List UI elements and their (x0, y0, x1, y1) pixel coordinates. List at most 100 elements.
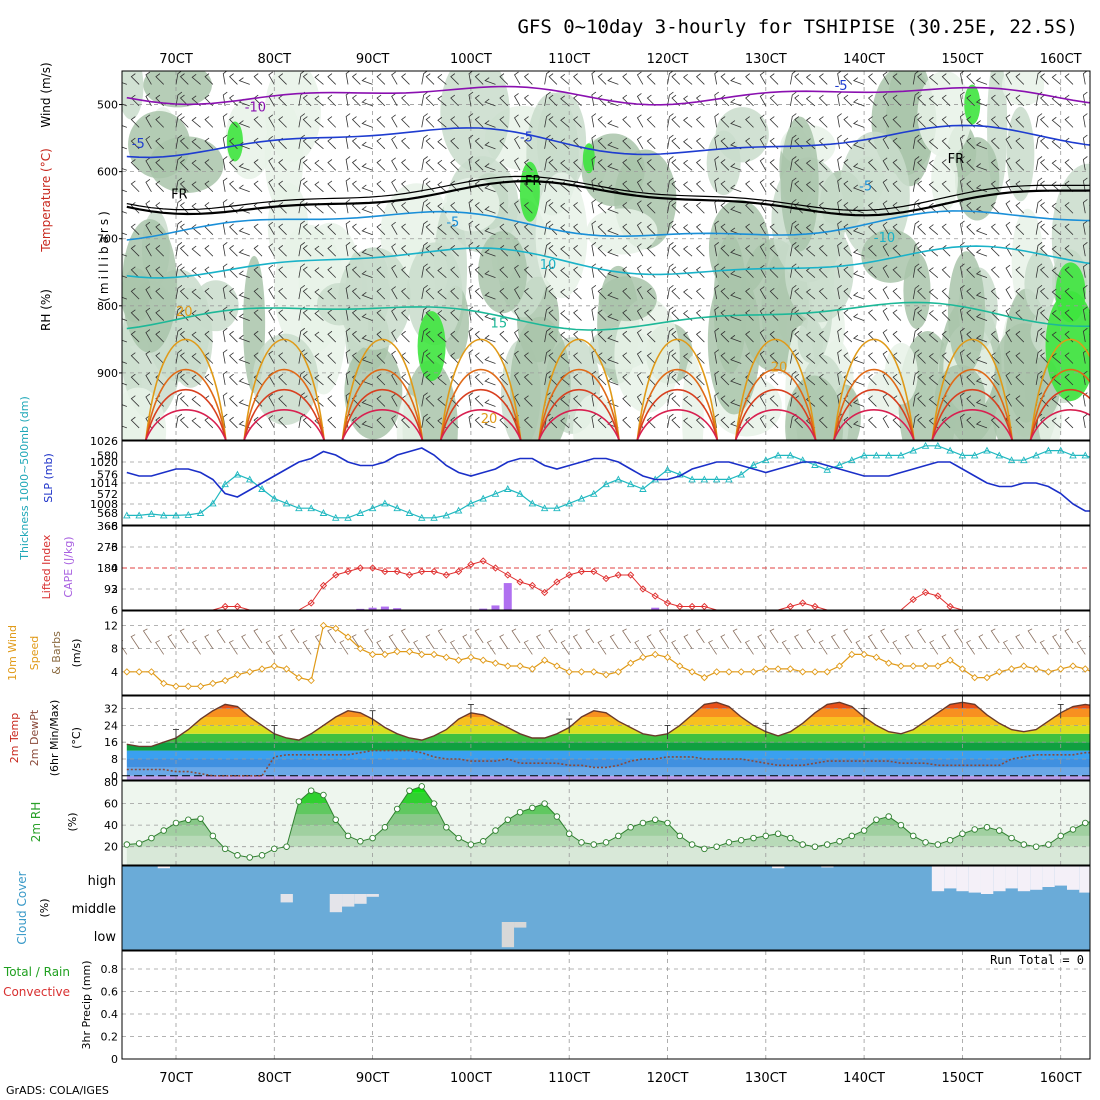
wind-barb (253, 266, 263, 278)
wind-barb (560, 73, 570, 85)
wind-barb (361, 163, 373, 171)
wind-barb (484, 163, 496, 171)
isotherm-25 (145, 368, 227, 440)
thickness-point (540, 504, 549, 512)
isotherm-20 (341, 338, 424, 440)
wind-barb (789, 113, 797, 128)
wind-barb (573, 287, 582, 300)
wind-barb (1040, 416, 1049, 429)
wind-barb (298, 242, 306, 257)
wind-barb (345, 370, 351, 386)
wind-barb (882, 307, 890, 321)
thickness-point (1095, 457, 1100, 463)
wind-barb (179, 116, 189, 128)
wind-barb (421, 199, 428, 214)
wind-barb (695, 287, 705, 300)
thickness-point (282, 499, 291, 507)
wind-barb (646, 287, 656, 300)
wind-barb (794, 287, 803, 300)
wind-barb (191, 159, 201, 171)
wind-barb (298, 263, 306, 278)
wind-barb (345, 284, 351, 300)
wind10m-barb (646, 634, 656, 649)
precip-ylabel-3: 3hr Precip (mm) (80, 960, 93, 1049)
wind-barb (837, 91, 842, 106)
thickness-point (897, 451, 905, 459)
wind-barb (695, 202, 705, 214)
cloud-cell (931, 866, 945, 892)
wind-barb (837, 71, 842, 85)
rh-shade (934, 364, 986, 432)
wind-barb (345, 349, 351, 364)
wind-barb (175, 134, 183, 149)
wind-barb (966, 395, 975, 407)
wind-barb (1089, 376, 1090, 378)
wind-barb (425, 373, 435, 386)
wind-barb (759, 114, 767, 128)
wind-barb (122, 232, 127, 236)
wind-barb (484, 227, 496, 236)
wind-barb (607, 120, 619, 128)
wind-barb (1040, 73, 1049, 85)
wind-barb (175, 284, 183, 300)
rh-shade (797, 317, 824, 363)
thickness-point (221, 480, 229, 488)
wind-barb (636, 93, 644, 107)
wind-barb (1005, 200, 1012, 214)
wind-barb (912, 71, 920, 85)
rh2m-point (135, 840, 143, 847)
wind-barb (1040, 116, 1049, 128)
li-ytick: -6 (107, 520, 118, 533)
li-point (799, 599, 807, 607)
rh2m-point (737, 836, 745, 844)
wind-barb (238, 356, 250, 364)
wind-barb (314, 224, 324, 236)
wind-barb (175, 91, 183, 106)
thickness-point (872, 451, 881, 459)
wind-barb (484, 420, 496, 429)
wind-barb (730, 377, 742, 386)
wind-barb (179, 287, 189, 300)
wind-barb (345, 199, 351, 214)
wind-barb (966, 373, 975, 386)
wind-barb (794, 245, 803, 257)
wind-barb (917, 116, 926, 128)
wind-barb (671, 266, 681, 278)
wind-barb (759, 350, 767, 364)
wind10m-barb (1002, 640, 1012, 655)
li-point (590, 567, 598, 576)
wind-barb (145, 393, 152, 407)
wind-barb (745, 116, 754, 128)
wind-barb (966, 352, 975, 364)
wind-barb (843, 223, 853, 235)
wind-barb (769, 116, 779, 128)
wind-barb (607, 334, 619, 343)
wind-barb (597, 416, 607, 429)
slp-ytick: 1008 (90, 498, 118, 511)
wind-barb (1064, 287, 1074, 300)
wind-barb (1089, 183, 1090, 185)
wind10m-barb (843, 628, 853, 644)
wind-barb (523, 137, 533, 150)
wind-barb (1064, 180, 1074, 193)
wind10m-barb (794, 634, 803, 649)
date-tick-bottom: 100CT (450, 1071, 492, 1086)
wind-barb (720, 287, 730, 300)
wind-barb (391, 178, 398, 192)
wind-barb (484, 399, 496, 407)
wind-barb (794, 416, 803, 429)
wind-barb (818, 416, 828, 429)
wind-barb (1015, 352, 1025, 364)
wind-barb (468, 242, 474, 257)
wind-barb (941, 73, 951, 85)
wind-barb (253, 223, 263, 235)
thickness-ylabel: Thickness 1000~500mb (dm) (18, 396, 31, 561)
wind-barb (391, 415, 398, 429)
cloud-cell (342, 894, 355, 907)
wind-barb (544, 156, 551, 171)
wind-barb (548, 94, 558, 107)
wind-barb (1051, 331, 1061, 343)
wind10m-point (418, 650, 426, 659)
wind-barb (960, 263, 965, 278)
wind-barb (514, 286, 521, 300)
